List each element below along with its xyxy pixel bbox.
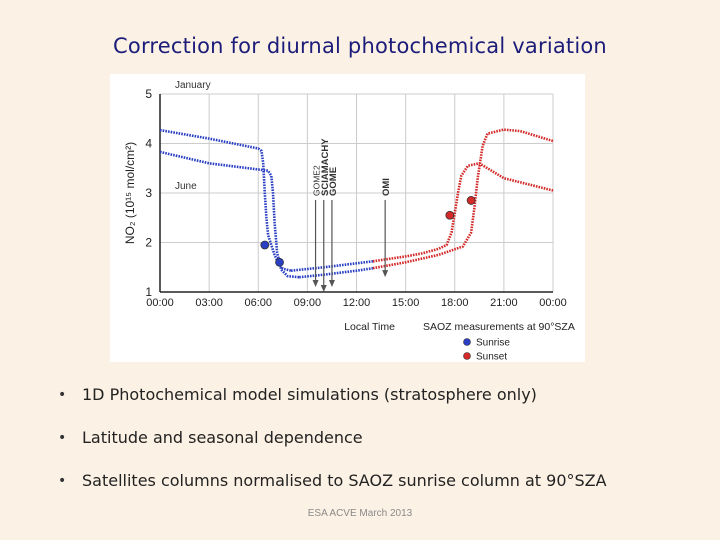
x-axis-label: Local Time [344, 321, 395, 333]
x-tick-label: 12:00 [343, 297, 371, 309]
marker-sunrise-january [260, 240, 270, 250]
series-label-june: June [175, 181, 197, 192]
overpass-label: SCIAMACHY [320, 138, 331, 196]
legend-swatch [463, 352, 471, 360]
overpass-arrow-head [312, 280, 319, 288]
bullet-dot: • [58, 387, 67, 403]
legend-swatch [463, 338, 471, 346]
y-tick-label: 3 [145, 186, 152, 200]
x-tick-label: 00:00 [146, 297, 174, 309]
series-line-january-day [290, 260, 374, 272]
bullet-text: 1D Photochemical model simulations (stra… [82, 385, 537, 404]
x-tick-label: 21:00 [490, 297, 518, 309]
bullet-text: Satellites columns normalised to SAOZ su… [82, 471, 607, 490]
bullet-dot: • [58, 473, 67, 489]
series-label-january: January [175, 80, 211, 91]
overpass-arrow-head [382, 270, 389, 278]
series-line-june-day-pm [372, 128, 554, 270]
marker-sunset-january [445, 210, 455, 220]
bullet-list: • 1D Photochemical model simulations (str… [58, 380, 698, 509]
legend-label: Sunrise [476, 338, 510, 349]
slide-footer: ESA ACVE March 2013 [307, 508, 413, 519]
x-tick-label: 15:00 [392, 297, 420, 309]
series-line-january-night-am [159, 128, 292, 272]
no2-diurnal-figure: 00:00 03:00 06:00 09:00 12:00 15:00 18:00 21:00… [110, 74, 585, 362]
y-tick-label: 4 [145, 137, 152, 151]
x-tick-label: 09:00 [294, 297, 322, 309]
bullet-item: • 1D Photochemical model simulations (str… [58, 380, 698, 423]
y-axis-label: NO₂ (10¹⁵ mol/cm²) [123, 142, 137, 244]
overpass-arrow-head [328, 280, 335, 288]
slide-title: Correction for diurnal photochemical var… [113, 34, 607, 58]
overpass-label: GOME2 [312, 165, 322, 196]
overpass-label: GOME [328, 167, 339, 196]
marker-sunrise-june [275, 257, 284, 267]
marker-sunset-june [466, 196, 476, 205]
y-tick-label: 1 [145, 285, 152, 299]
x-tick-label: 06:00 [244, 297, 272, 309]
series-line-june-day [299, 266, 374, 279]
overpass-arrow-head [320, 285, 327, 292]
bullet-item: • Latitude and seasonal dependence [58, 423, 698, 466]
no2-diurnal-chart: 00:00 03:00 06:00 09:00 12:00 15:00 18:00 21:00… [123, 80, 575, 363]
y-tick-label: 2 [145, 236, 152, 250]
legend-label: Sunset [476, 352, 507, 363]
y-tick-label: 5 [145, 87, 152, 101]
legend-title: SAOZ measurements at 90°SZA [423, 321, 575, 333]
bullet-text: Latitude and seasonal dependence [82, 428, 363, 447]
bullet-dot: • [58, 430, 67, 446]
x-tick-label: 03:00 [195, 297, 223, 309]
bullet-item: • Satellites columns normalised to SAOZ s… [58, 466, 698, 509]
overpass-label: OMI [381, 178, 392, 196]
x-tick-label: 18:00 [441, 297, 469, 309]
x-tick-label: 00:00 [539, 297, 567, 309]
